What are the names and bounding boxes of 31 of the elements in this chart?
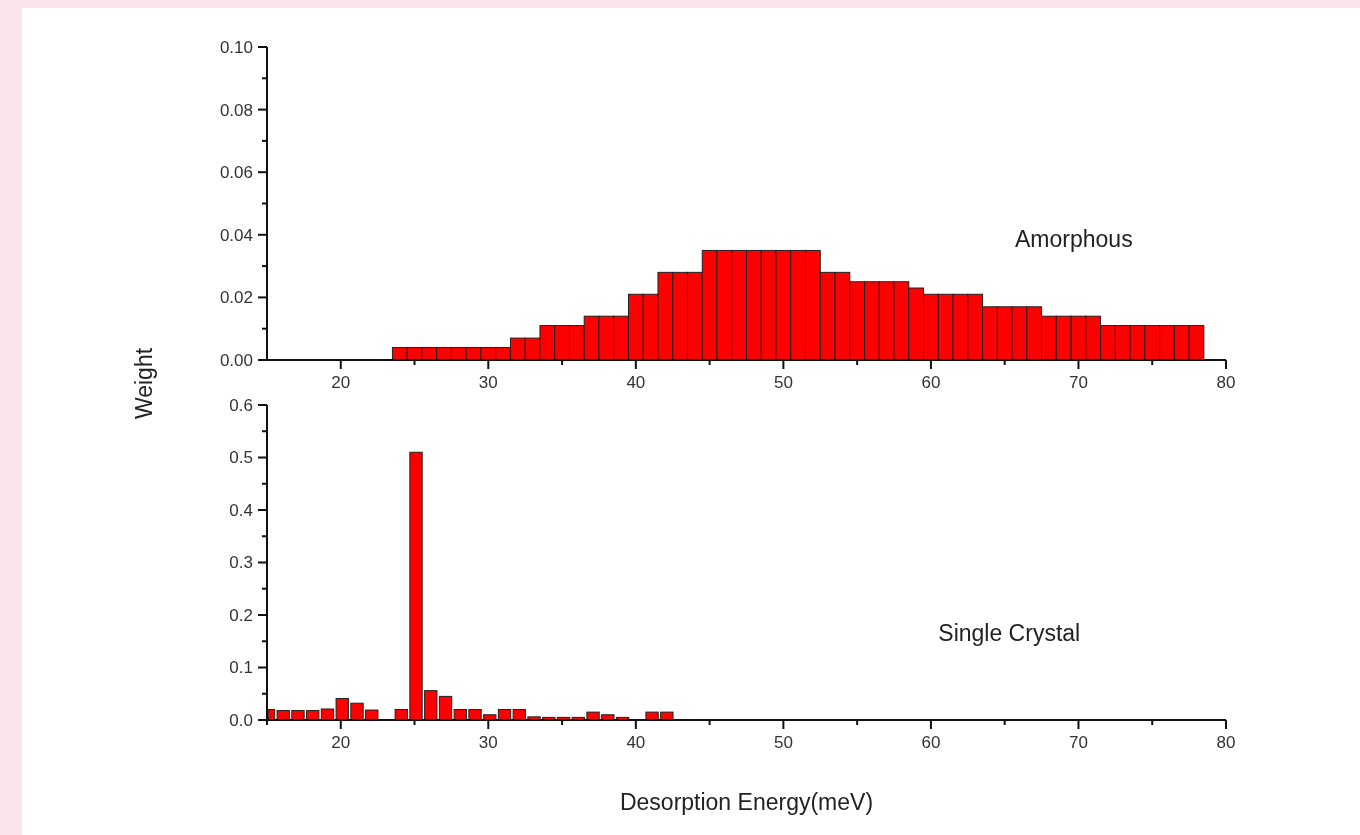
x-tick-label: 60 — [921, 733, 941, 752]
y-tick-label: 0.4 — [229, 500, 253, 520]
x-tick-label: 80 — [1216, 733, 1236, 752]
y-tick-label: 0.5 — [229, 448, 253, 468]
annotation: Single Crystal — [938, 620, 1081, 647]
x-tick-label: 50 — [773, 373, 793, 392]
y-tick-label: 0.3 — [229, 553, 253, 573]
y-tick-label: 0.0 — [229, 710, 253, 730]
y-tick-label: 0.2 — [229, 605, 253, 625]
y-tick-label: 0.02 — [219, 288, 253, 308]
y-tick-label: 0.04 — [219, 225, 253, 245]
y-tick-label: 0.06 — [219, 163, 253, 183]
x-tick-label: 40 — [626, 733, 646, 752]
x-tick-label: 60 — [921, 373, 941, 392]
x-tick-label: 70 — [1069, 733, 1088, 752]
x-tick-label: 50 — [773, 733, 793, 752]
x-axis-title: Desorption Energy(meV) — [619, 789, 874, 815]
y-tick-label: 0.00 — [219, 350, 253, 370]
y-axis-title: Weight — [131, 347, 157, 420]
y-tick-label: 0.1 — [229, 658, 253, 678]
x-tick-label: 70 — [1069, 373, 1088, 392]
y-tick-label: 0.10 — [219, 37, 253, 57]
y-tick-label: 0.6 — [229, 395, 253, 415]
x-tick-label: 30 — [478, 733, 498, 752]
x-tick-label: 30 — [478, 373, 498, 392]
x-tick-label: 80 — [1216, 373, 1236, 392]
annotation: Amorphous — [1015, 226, 1133, 253]
x-tick-label: 40 — [626, 373, 646, 392]
x-tick-label: 20 — [331, 373, 351, 392]
x-tick-label: 20 — [331, 733, 351, 752]
y-tick-label: 0.08 — [219, 100, 253, 120]
